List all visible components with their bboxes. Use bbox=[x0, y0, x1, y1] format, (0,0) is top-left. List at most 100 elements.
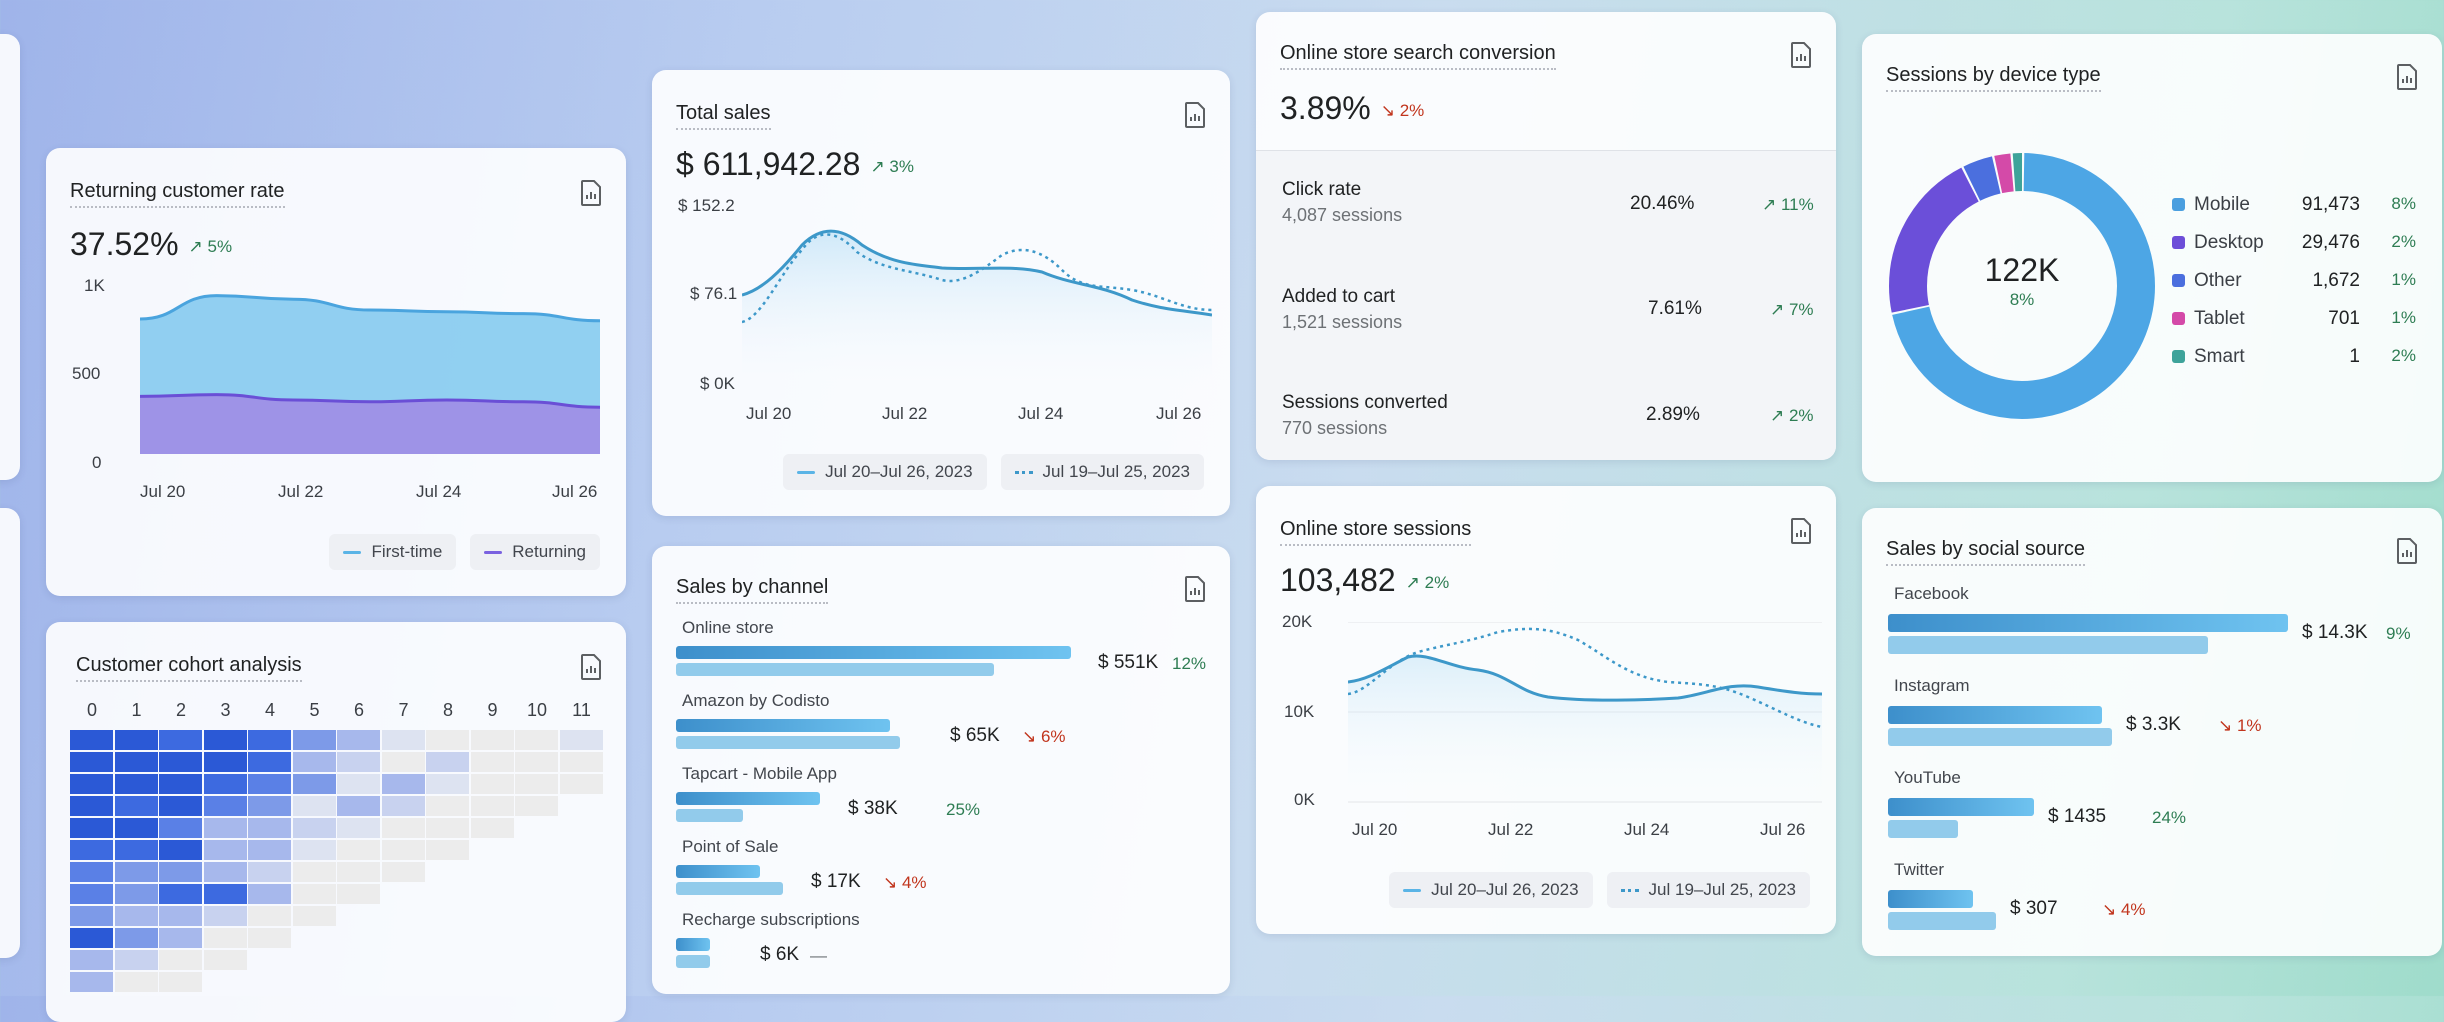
cohort-cell[interactable] bbox=[159, 972, 202, 992]
cohort-cell[interactable] bbox=[515, 752, 558, 772]
cohort-cell[interactable] bbox=[203, 752, 247, 772]
social-bar-previous[interactable] bbox=[1888, 912, 1996, 930]
legend-label[interactable]: Tablet bbox=[2194, 308, 2245, 329]
cohort-cell[interactable] bbox=[515, 774, 558, 794]
cohort-cell[interactable] bbox=[248, 774, 291, 794]
cohort-cell[interactable] bbox=[159, 840, 202, 860]
cohort-cell[interactable] bbox=[159, 884, 202, 904]
cohort-cell[interactable] bbox=[70, 950, 113, 970]
document-icon[interactable] bbox=[2396, 538, 2418, 564]
cohort-cell[interactable] bbox=[203, 840, 247, 860]
social-bar-previous[interactable] bbox=[1888, 728, 2112, 746]
card-title[interactable]: Online store search conversion bbox=[1280, 42, 1556, 70]
cohort-cell[interactable] bbox=[70, 884, 113, 904]
card-title[interactable]: Sales by channel bbox=[676, 576, 829, 604]
channel-bar-current[interactable] bbox=[676, 938, 710, 951]
cohort-cell[interactable] bbox=[470, 752, 514, 772]
cohort-cell[interactable] bbox=[337, 796, 380, 816]
cohort-cell[interactable] bbox=[337, 840, 380, 860]
cohort-cell[interactable] bbox=[248, 884, 291, 904]
legend-previous-period[interactable]: Jul 19–Jul 25, 2023 bbox=[1606, 872, 1810, 908]
channel-bar-previous[interactable] bbox=[676, 809, 743, 822]
channel-bar-current[interactable] bbox=[676, 865, 760, 878]
cohort-cell[interactable] bbox=[114, 972, 158, 992]
cohort-cell[interactable] bbox=[114, 796, 158, 816]
cohort-cell[interactable] bbox=[114, 862, 158, 882]
social-bar-current[interactable] bbox=[1888, 706, 2102, 724]
cohort-cell[interactable] bbox=[70, 862, 113, 882]
cohort-cell[interactable] bbox=[70, 972, 113, 992]
cohort-cell[interactable] bbox=[70, 796, 113, 816]
cohort-cell[interactable] bbox=[159, 730, 202, 750]
cohort-cell[interactable] bbox=[470, 730, 514, 750]
cohort-cell[interactable] bbox=[292, 906, 336, 926]
cohort-cell[interactable] bbox=[292, 884, 336, 904]
channel-bar-previous[interactable] bbox=[676, 736, 900, 749]
cohort-cell[interactable] bbox=[470, 818, 514, 838]
social-bar-current[interactable] bbox=[1888, 798, 2034, 816]
cohort-cell[interactable] bbox=[203, 774, 247, 794]
cohort-cell[interactable] bbox=[248, 796, 291, 816]
cohort-cell[interactable] bbox=[515, 796, 558, 816]
social-bar-current[interactable] bbox=[1888, 614, 2288, 632]
document-icon[interactable] bbox=[1790, 42, 1812, 68]
card-title[interactable]: Customer cohort analysis bbox=[76, 654, 302, 682]
cohort-cell[interactable] bbox=[159, 818, 202, 838]
legend-label[interactable]: Mobile bbox=[2194, 194, 2250, 215]
cohort-cell[interactable] bbox=[381, 752, 425, 772]
legend-label[interactable]: Smart bbox=[2194, 346, 2245, 367]
cohort-cell[interactable] bbox=[114, 752, 158, 772]
cohort-cell[interactable] bbox=[381, 796, 425, 816]
cohort-cell[interactable] bbox=[114, 928, 158, 948]
card-title[interactable]: Online store sessions bbox=[1280, 518, 1472, 546]
cohort-cell[interactable] bbox=[70, 840, 113, 860]
cohort-cell[interactable] bbox=[159, 950, 202, 970]
cohort-cell[interactable] bbox=[470, 774, 514, 794]
cohort-cell[interactable] bbox=[203, 906, 247, 926]
document-icon[interactable] bbox=[1184, 102, 1206, 128]
legend-current-period[interactable]: Jul 20–Jul 26, 2023 bbox=[783, 454, 987, 490]
cohort-cell[interactable] bbox=[203, 730, 247, 750]
cohort-cell[interactable] bbox=[337, 884, 380, 904]
card-title[interactable]: Sessions by device type bbox=[1886, 64, 2101, 92]
cohort-cell[interactable] bbox=[203, 818, 247, 838]
document-icon[interactable] bbox=[580, 654, 602, 680]
channel-bar-current[interactable] bbox=[676, 719, 890, 732]
cohort-cell[interactable] bbox=[381, 730, 425, 750]
cohort-cell[interactable] bbox=[426, 774, 469, 794]
cohort-cell[interactable] bbox=[559, 730, 603, 750]
cohort-cell[interactable] bbox=[248, 906, 291, 926]
cohort-cell[interactable] bbox=[292, 752, 336, 772]
cohort-cell[interactable] bbox=[114, 950, 158, 970]
channel-bar-previous[interactable] bbox=[676, 663, 994, 676]
document-icon[interactable] bbox=[2396, 64, 2418, 90]
cohort-cell[interactable] bbox=[381, 818, 425, 838]
cohort-cell[interactable] bbox=[203, 928, 247, 948]
cohort-cell[interactable] bbox=[159, 862, 202, 882]
cohort-cell[interactable] bbox=[337, 752, 380, 772]
cohort-cell[interactable] bbox=[292, 862, 336, 882]
cohort-cell[interactable] bbox=[248, 840, 291, 860]
cohort-cell[interactable] bbox=[70, 906, 113, 926]
cohort-cell[interactable] bbox=[381, 840, 425, 860]
cohort-cell[interactable] bbox=[114, 906, 158, 926]
document-icon[interactable] bbox=[1790, 518, 1812, 544]
cohort-cell[interactable] bbox=[159, 928, 202, 948]
cohort-cell[interactable] bbox=[114, 730, 158, 750]
cohort-cell[interactable] bbox=[203, 884, 247, 904]
cohort-cell[interactable] bbox=[203, 796, 247, 816]
social-bar-previous[interactable] bbox=[1888, 820, 1958, 838]
cohort-cell[interactable] bbox=[292, 774, 336, 794]
legend-label[interactable]: Other bbox=[2194, 270, 2242, 291]
cohort-cell[interactable] bbox=[248, 928, 291, 948]
cohort-cell[interactable] bbox=[114, 818, 158, 838]
cohort-cell[interactable] bbox=[70, 730, 113, 750]
cohort-cell[interactable] bbox=[70, 928, 113, 948]
cohort-cell[interactable] bbox=[114, 884, 158, 904]
cohort-cell[interactable] bbox=[203, 950, 247, 970]
cohort-cell[interactable] bbox=[337, 774, 380, 794]
cohort-cell[interactable] bbox=[292, 796, 336, 816]
cohort-cell[interactable] bbox=[70, 818, 113, 838]
cohort-cell[interactable] bbox=[559, 774, 603, 794]
cohort-cell[interactable] bbox=[114, 840, 158, 860]
